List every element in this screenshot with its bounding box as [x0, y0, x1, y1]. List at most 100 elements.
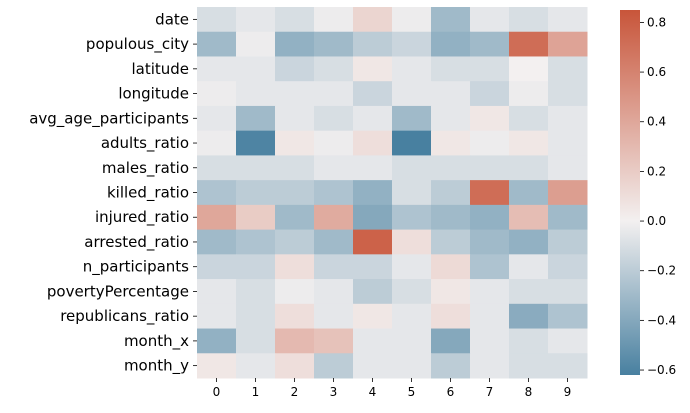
heatmap-cell: [548, 328, 588, 354]
heatmap-cell: [353, 180, 393, 206]
heatmap-cell: [470, 105, 510, 132]
row-label: avg_age_participants: [29, 109, 189, 128]
heatmap-cell: [275, 130, 315, 156]
heatmap-cell: [509, 328, 549, 354]
heatmap-cell: [548, 303, 588, 330]
heatmap-cell: [431, 155, 471, 181]
row-label: longitude: [118, 85, 189, 103]
heatmap-cell: [236, 204, 276, 231]
heatmap-cell: [275, 155, 315, 181]
heatmap-cell: [548, 130, 588, 156]
heatmap-cell: [470, 130, 510, 156]
column-label: 2: [291, 385, 299, 399]
heatmap-cell: [470, 303, 510, 330]
heatmap-cell: [197, 328, 237, 354]
heatmap-cell: [275, 328, 315, 354]
heatmap-cell: [314, 105, 354, 132]
heatmap-cell: [431, 56, 471, 82]
heatmap-cell: [392, 254, 432, 280]
heatmap-cell: [314, 31, 354, 57]
row-label: injured_ratio: [95, 208, 189, 227]
heatmap-cell: [236, 31, 276, 57]
heatmap-cell: [470, 56, 510, 82]
heatmap-cell: [392, 7, 432, 33]
colorbar-tick-label: 0.0: [647, 214, 666, 228]
column-label: 4: [369, 385, 377, 399]
column-labels: 0 1 2 3 4 5 6 7 8 9: [213, 378, 572, 399]
column-label: 9: [564, 385, 572, 399]
heatmap-cell: [392, 56, 432, 82]
heatmap-cell: [236, 130, 276, 156]
heatmap-cell: [431, 180, 471, 206]
row-label: killed_ratio: [107, 184, 189, 203]
heatmap-cell: [470, 254, 510, 280]
colorbar-gradient: [620, 10, 640, 375]
heatmap-cell: [275, 229, 315, 255]
heatmap-cell: [236, 353, 276, 379]
heatmap-cell: [470, 155, 510, 181]
colorbar-tick-label: 0.2: [647, 164, 666, 178]
heatmap-cell: [236, 81, 276, 107]
heatmap-cell: [392, 180, 432, 206]
heatmap-cell: [548, 7, 588, 33]
heatmap-cell: [431, 303, 471, 330]
heatmap-cell: [353, 31, 393, 57]
heatmap-cell: [392, 279, 432, 305]
heatmap-cell: [314, 328, 354, 354]
heatmap-cell: [431, 328, 471, 354]
heatmap-cell: [197, 204, 237, 231]
heatmap-cell: [197, 81, 237, 107]
heatmap-cell: [509, 204, 549, 231]
heatmap-cell: [470, 328, 510, 354]
row-label: populous_city: [86, 35, 189, 54]
heatmap-cell: [548, 229, 588, 255]
heatmap-cell: [314, 7, 354, 33]
colorbar-ticks: −0.6 −0.4 −0.2 0.0 0.2 0.4 0.6 0.8: [640, 15, 676, 377]
heatmap-cell: [314, 254, 354, 280]
heatmap-cell: [548, 56, 588, 82]
heatmap-cell: [470, 81, 510, 107]
heatmap-cell: [275, 105, 315, 132]
heatmap-cell: [470, 180, 510, 206]
column-label: 8: [525, 385, 533, 399]
heatmap-cell: [470, 279, 510, 305]
heatmap-cell: [197, 105, 237, 132]
heatmap-cell: [353, 279, 393, 305]
row-labels: date populous_city latitude longitude avg_ag…: [29, 10, 197, 376]
heatmap-cell: [431, 105, 471, 132]
heatmap-cell: [392, 328, 432, 354]
row-label: latitude: [131, 60, 189, 78]
heatmap-cell: [275, 180, 315, 206]
heatmap-cell: [353, 353, 393, 379]
colorbar-tick-label: 0.4: [647, 115, 666, 129]
heatmap-cell: [431, 130, 471, 156]
heatmap-cell: [275, 7, 315, 33]
heatmap-cell: [392, 353, 432, 379]
heatmap-cell: [431, 229, 471, 255]
heatmap-cell: [509, 303, 549, 330]
row-label: povertyPercentage: [47, 282, 189, 300]
heatmap-cell: [548, 81, 588, 107]
heatmap-cell: [431, 81, 471, 107]
colorbar: −0.6 −0.4 −0.2 0.0 0.2 0.4 0.6 0.8: [620, 10, 676, 377]
heatmap-cell: [392, 155, 432, 181]
heatmap-cell: [197, 279, 237, 305]
heatmap-cell: [548, 180, 588, 206]
heatmap-cell: [314, 229, 354, 255]
column-label: 7: [486, 385, 494, 399]
heatmap-cell: [353, 254, 393, 280]
heatmap-cell: [236, 279, 276, 305]
heatmap-cell: [548, 254, 588, 280]
heatmap-cell: [275, 279, 315, 305]
heatmap-cell: [197, 353, 237, 379]
heatmap-cell: [509, 105, 549, 132]
colorbar-tick-label: 0.6: [647, 65, 666, 79]
heatmap-cell: [431, 279, 471, 305]
column-label: 1: [252, 385, 260, 399]
heatmap-cell: [275, 31, 315, 57]
heatmap-cell: [470, 204, 510, 231]
heatmap-cell: [431, 254, 471, 280]
heatmap-cell: [236, 155, 276, 181]
heatmap-cell: [548, 105, 588, 132]
